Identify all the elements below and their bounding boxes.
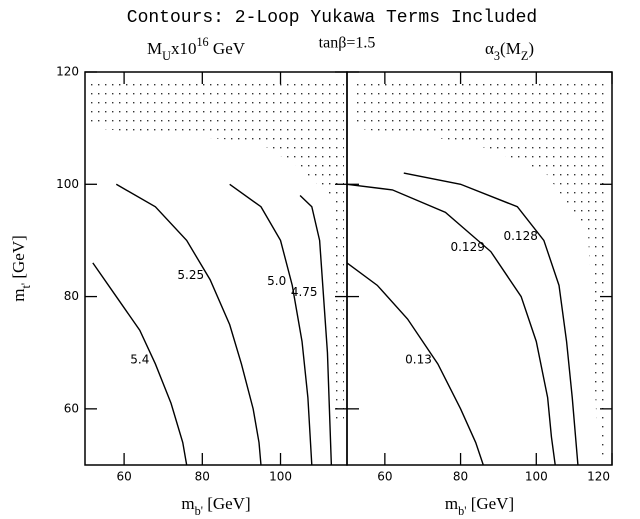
contour-label: 4.75 xyxy=(291,285,318,299)
x-tick-label: 100 xyxy=(269,470,292,484)
contour-line xyxy=(92,262,188,466)
panel-title-part: U xyxy=(162,49,171,63)
contour-label: 0.128 xyxy=(503,229,537,243)
y-tick-label: 120 xyxy=(56,65,79,79)
x-tick-label: 120 xyxy=(587,470,610,484)
x-axis-label: mb' [GeV] xyxy=(181,494,250,518)
contour-line xyxy=(299,195,333,466)
panel-title-part: ) xyxy=(528,39,534,58)
contour-label: 0.129 xyxy=(450,240,484,254)
page-title: Contours: 2-Loop Yukawa Terms Included xyxy=(127,8,537,28)
contour-label: 0.13 xyxy=(405,352,432,366)
contour-line xyxy=(403,172,579,466)
y-axis-label-part: [GeV] xyxy=(9,235,28,283)
contour-line xyxy=(229,183,313,466)
y-axis-label-part: t' xyxy=(19,283,33,289)
x-axis-label: mb' [GeV] xyxy=(445,494,514,518)
panel-title-part: (M xyxy=(500,39,521,58)
x-tick-label: 80 xyxy=(195,470,210,484)
y-tick-label: 100 xyxy=(56,177,79,191)
panel-title-part: α xyxy=(485,39,494,58)
x-axis-label-part: [GeV] xyxy=(203,494,251,513)
panel-title: α3(MZ) xyxy=(485,39,534,63)
y-tick-label: 60 xyxy=(64,401,79,415)
x-axis-label-part: [GeV] xyxy=(466,494,514,513)
x-tick-label: 60 xyxy=(116,470,131,484)
panel-title-part: GeV xyxy=(209,39,246,58)
x-tick-label: 60 xyxy=(377,470,392,484)
excluded-region xyxy=(90,78,344,420)
x-axis-label-part: m xyxy=(181,494,194,513)
plot-frame xyxy=(346,71,613,466)
y-tick-label: 80 xyxy=(64,289,79,303)
contour-label: 5.0 xyxy=(267,274,286,288)
y-axis-label: mt' [GeV] xyxy=(9,235,33,302)
y-axis-label-part: m xyxy=(9,289,28,302)
x-tick-label: 80 xyxy=(453,470,468,484)
x-tick-label: 100 xyxy=(525,470,548,484)
contour-line xyxy=(346,183,556,466)
excluded-region xyxy=(352,78,609,455)
subtitle: tanβ=1.5 xyxy=(319,35,376,52)
contour-line xyxy=(346,262,484,466)
panel-title-part: Z xyxy=(521,49,528,63)
x-axis-label-part: b' xyxy=(458,504,466,518)
x-axis-label-part: b' xyxy=(195,504,203,518)
panel-title-part: 16 xyxy=(196,35,208,49)
contour-label: 5.4 xyxy=(130,352,149,366)
panel-title-part: x10 xyxy=(171,39,197,58)
contour-line xyxy=(115,183,262,466)
contour-label: 5.25 xyxy=(177,268,204,282)
x-axis-label-part: m xyxy=(445,494,458,513)
panel-title-part: 3 xyxy=(494,49,500,63)
panel-title: MUx1016 GeV xyxy=(147,35,246,63)
panel-title-part: M xyxy=(147,39,162,58)
